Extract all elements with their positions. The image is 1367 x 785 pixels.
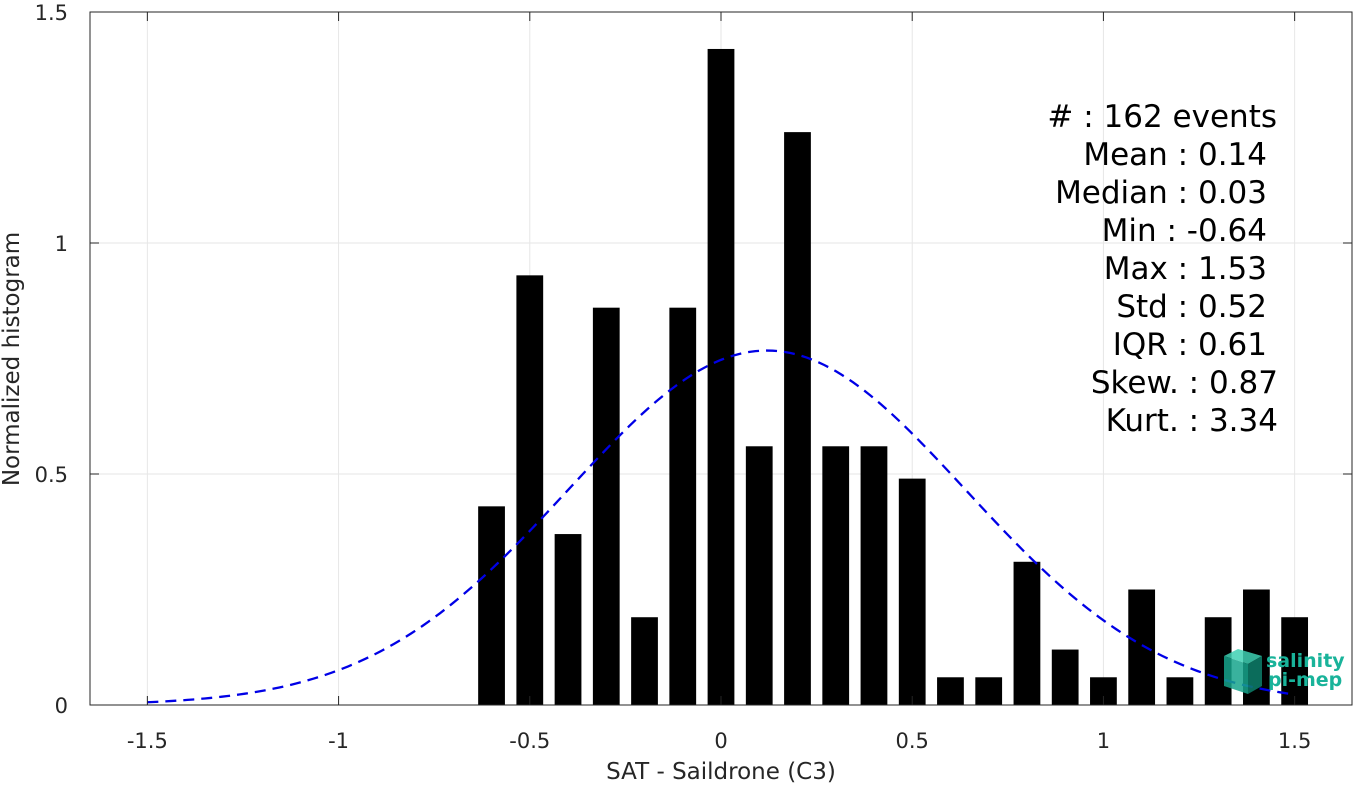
x-tick-label: 1.5 <box>1278 729 1311 753</box>
x-tick-label: 1 <box>1097 729 1110 753</box>
x-tick-label: -1.5 <box>127 729 168 753</box>
x-tick-labels: -1.5 -1 -0.5 0 0.5 1 1.5 <box>127 729 1311 753</box>
histogram-bar <box>1166 677 1194 705</box>
y-tick-labels: 0 0.5 1 1.5 <box>35 1 68 718</box>
stats-skew: Skew. : 0.87 <box>1091 365 1278 401</box>
y-tick-label: 0 <box>55 694 68 718</box>
histogram-bar <box>860 446 888 705</box>
histogram-bar <box>1128 589 1156 705</box>
stats-iqr: IQR : 0.61 <box>1113 327 1267 363</box>
stats-mean: Mean : 0.14 <box>1083 137 1267 173</box>
histogram-bar <box>707 48 735 705</box>
histogram-bar <box>631 617 658 705</box>
histogram-bar <box>592 307 620 705</box>
histogram-bar <box>669 307 697 705</box>
stats-min: Min : -0.64 <box>1102 213 1267 249</box>
logo-line1: salinity <box>1266 650 1345 672</box>
histogram-bar <box>1051 649 1079 705</box>
histogram-bar <box>898 478 926 705</box>
x-tick-label: 0 <box>714 729 727 753</box>
histogram-bar <box>1013 561 1041 705</box>
stats-median: Median : 0.03 <box>1055 175 1267 211</box>
x-tick-label: 0.5 <box>896 729 929 753</box>
y-tick-label: 1 <box>55 232 68 256</box>
stats-max: Max : 1.53 <box>1104 251 1267 287</box>
histogram-bar <box>822 446 850 705</box>
axes-box <box>89 11 1353 706</box>
logo-line2: pi-mep <box>1268 669 1342 691</box>
histogram-bar <box>975 677 1003 705</box>
bars <box>478 48 1309 705</box>
stats-box: # : 162 events Mean : 0.14 Median : 0.03… <box>1047 99 1278 439</box>
histogram-bar <box>478 506 505 705</box>
salinity-pimep-logo: salinity pi-mep <box>1224 649 1345 694</box>
x-tick-label: -0.5 <box>509 729 550 753</box>
histogram-bar <box>937 677 964 705</box>
y-axis-label: Normalized histogram <box>0 232 25 486</box>
y-tick-label: 0.5 <box>35 463 68 487</box>
histogram-bar <box>745 446 773 705</box>
histogram-bar <box>784 132 811 705</box>
x-tick-label: -1 <box>328 729 349 753</box>
x-axis-label: SAT - Saildrone (C3) <box>606 759 836 785</box>
histogram-bar <box>1281 617 1309 705</box>
gaussian-fit-curve <box>147 349 1295 704</box>
logo-cube-icon <box>1224 649 1262 694</box>
y-tick-label: 1.5 <box>35 1 68 25</box>
stats-kurt: Kurt. : 3.34 <box>1106 403 1278 439</box>
stats-events: # : 162 events <box>1047 99 1277 135</box>
histogram-bar <box>516 275 544 705</box>
stats-std: Std : 0.52 <box>1116 289 1267 325</box>
histogram-bar <box>554 534 582 705</box>
